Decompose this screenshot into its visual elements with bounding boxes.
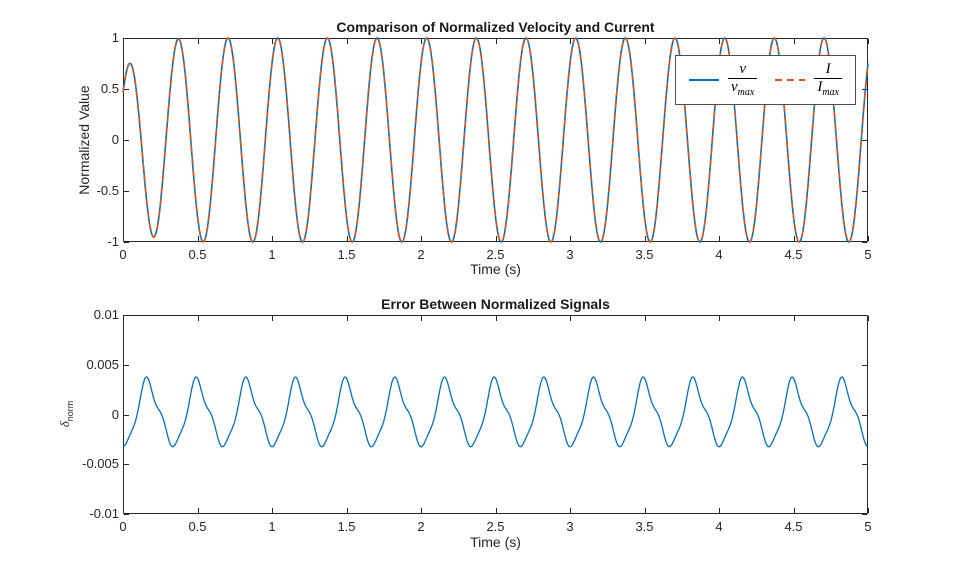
x-tick-label: 1.5 bbox=[337, 247, 356, 262]
current-den-sub: max bbox=[822, 87, 839, 99]
legend-entry-current: I Imax bbox=[775, 61, 842, 99]
x-tick-label: 1.5 bbox=[337, 519, 356, 534]
legend: v vmax I Imax bbox=[674, 55, 856, 105]
velocity-line-sample bbox=[688, 78, 719, 81]
y-tick-label: 0.5 bbox=[100, 81, 119, 96]
y-tick-label: -1 bbox=[107, 234, 119, 249]
x-tick-label: 3.5 bbox=[635, 519, 654, 534]
x-tick-label: 2.5 bbox=[486, 519, 505, 534]
velocity-den-sub: max bbox=[737, 87, 755, 99]
x-tick-label: 2.5 bbox=[486, 247, 505, 262]
current-denominator: Imax bbox=[814, 78, 842, 99]
current-line-sample bbox=[775, 78, 806, 81]
x-tick-label: 1 bbox=[268, 519, 276, 534]
x-tick-label: 3.5 bbox=[635, 247, 654, 262]
top-chart-title: Comparison of Normalized Velocity and Cu… bbox=[336, 19, 655, 35]
bottom-x-axis-label: Time (s) bbox=[470, 534, 521, 550]
x-tick-label: 0 bbox=[119, 247, 127, 262]
x-tick-label: 3 bbox=[566, 519, 574, 534]
bottom-plot-canvas bbox=[122, 315, 869, 515]
bottom-chart-title: Error Between Normalized Signals bbox=[381, 296, 610, 312]
y-tick-label: 0 bbox=[111, 132, 119, 147]
x-tick-label: 0.5 bbox=[188, 247, 207, 262]
x-tick-label: 4 bbox=[715, 519, 723, 534]
y-tick-label: -0.01 bbox=[89, 506, 119, 521]
current-fraction-label: I Imax bbox=[814, 61, 842, 99]
top-x-axis-label: Time (s) bbox=[470, 261, 521, 277]
x-tick-label: 2 bbox=[417, 247, 425, 262]
y-tick-label: 0.01 bbox=[93, 307, 119, 322]
x-tick-label: 4.5 bbox=[784, 247, 803, 262]
velocity-fraction-label: v vmax bbox=[727, 61, 758, 99]
x-tick-label: 0 bbox=[119, 519, 127, 534]
top-plot-area: v vmax I Imax 0 0.5 1 1.5 2 2.5 3 3.5 4 4.5 5 -1 -0.… bbox=[97, 30, 872, 262]
top-plot-canvas bbox=[122, 37, 869, 243]
x-tick-label: 0.5 bbox=[188, 519, 207, 534]
x-tick-label: 2 bbox=[417, 519, 425, 534]
x-tick-label: 1 bbox=[268, 247, 276, 262]
bottom-plot-area: 0 0.5 1 1.5 2 2.5 3 3.5 4 4.5 5 -0.01 -0.005 0 0.005 0.… bbox=[82, 307, 871, 534]
y-tick-label: -0.005 bbox=[82, 456, 119, 472]
delta-symbol: δ bbox=[57, 421, 73, 428]
current-den-base: I bbox=[817, 79, 823, 96]
velocity-den-base: v bbox=[730, 79, 738, 96]
y-tick-label: 1 bbox=[111, 30, 119, 45]
velocity-numerator: v bbox=[739, 61, 746, 77]
x-tick-label: 5 bbox=[864, 519, 872, 534]
x-tick-label: 4 bbox=[715, 247, 723, 262]
y-tick-label: 0.005 bbox=[86, 356, 119, 372]
y-tick-label: -0.5 bbox=[96, 183, 119, 198]
x-tick-label: 4.5 bbox=[784, 519, 803, 534]
x-tick-label: 5 bbox=[864, 247, 872, 262]
current-numerator: I bbox=[825, 61, 831, 77]
velocity-denominator: vmax bbox=[727, 78, 758, 99]
legend-entry-velocity: v vmax bbox=[688, 61, 758, 99]
x-tick-label: 3 bbox=[566, 247, 574, 262]
y-tick-label: 0 bbox=[111, 406, 119, 422]
